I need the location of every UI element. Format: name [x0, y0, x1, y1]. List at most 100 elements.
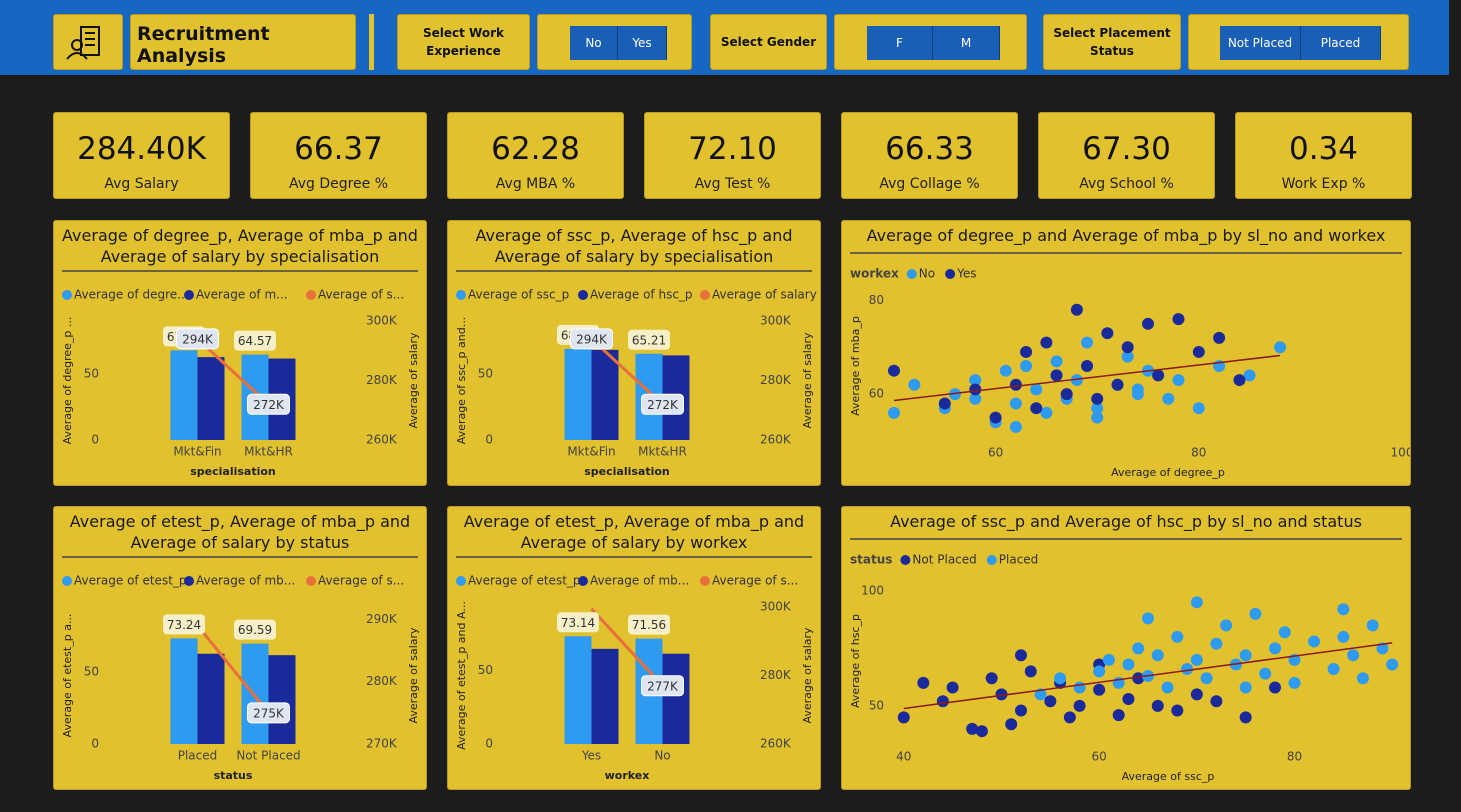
scatter-point [1269, 681, 1281, 694]
x-axis-title: status [214, 769, 253, 782]
scatter-point [946, 681, 959, 694]
data-label-text: 272K [253, 398, 285, 412]
kpi-card: 284.40K Avg Salary [53, 112, 230, 199]
chart-panel: Average of ssc_p Average of hsc_p Average … [447, 220, 821, 486]
y2-axis-title: Average of salary [407, 332, 420, 429]
scatter-point [1239, 649, 1252, 662]
scatter-point [1050, 355, 1063, 368]
data-label: 272K [641, 393, 684, 415]
scatter-point [1030, 383, 1043, 396]
scatter-point [1081, 360, 1094, 372]
y2-tick-label: 270K [366, 737, 398, 751]
slicer-button[interactable]: Not Placed [1220, 26, 1301, 60]
kpi-label: Avg MBA % [495, 176, 576, 192]
scatter-point [1190, 596, 1203, 609]
chart: Average of etest_p Average of mb... Averag… [61, 556, 420, 782]
legend-label: Average of salary [712, 288, 817, 302]
slicer-button[interactable]: F [867, 26, 933, 60]
data-label: 294K [176, 328, 219, 350]
x-axis-title: Average of ssc_p [1122, 770, 1215, 783]
bar [197, 357, 225, 440]
scatter-point [1102, 653, 1115, 666]
scatter-point [917, 676, 930, 689]
data-label-box [247, 393, 290, 415]
slicer-button[interactable]: No [570, 26, 618, 60]
legend-label: Average of degre... [74, 288, 189, 302]
scatter-point [1015, 704, 1027, 717]
kpi-card: 66.33 Avg Collage % [841, 112, 1018, 199]
scatter-point [1386, 658, 1399, 671]
scatter-point [1142, 612, 1154, 625]
bar [170, 638, 198, 744]
scatter-point [1111, 378, 1124, 391]
kpi-card: 62.28 Avg MBA % [447, 112, 624, 199]
legend-label: Average of s... [712, 574, 798, 588]
y-axis-title: Average of mba_p [849, 316, 862, 416]
scatter-point [1239, 681, 1252, 694]
scatter-point [1151, 699, 1164, 712]
chart-panel: workex No Yes 60 80 100 60 80 Average of degree_… [841, 220, 1411, 486]
legend-label: Average of m... [196, 288, 288, 302]
data-label: 65.21 [628, 329, 670, 350]
scatter-point [969, 383, 982, 396]
x-tick-label: 80 [1287, 750, 1302, 764]
scatter-point [1101, 327, 1114, 340]
legend-marker [456, 576, 466, 586]
scatter-point [1274, 341, 1287, 354]
legend-marker [700, 290, 710, 300]
scatter-point [1121, 350, 1134, 363]
legend-marker [62, 290, 72, 300]
y2-tick-label: 290K [366, 612, 398, 626]
scatter-point [1093, 665, 1106, 678]
slicer-button[interactable]: Placed [1301, 26, 1381, 60]
legend-label: Average of s... [318, 574, 404, 588]
kpi-card: 0.34 Work Exp % [1235, 112, 1412, 199]
scatter-point [1132, 672, 1145, 685]
scatter-point [1259, 667, 1272, 680]
divider [369, 14, 374, 70]
kpi-label: Avg Salary [104, 176, 179, 192]
x-tick-label: 40 [896, 750, 911, 764]
scatter-point [1161, 681, 1174, 694]
data-label-box [234, 330, 276, 351]
scatter-point [1024, 665, 1037, 678]
data-label-box [247, 702, 290, 724]
scatter-point [1181, 663, 1194, 676]
scatter-point [999, 364, 1012, 377]
scatter-point [1356, 672, 1369, 685]
kpi-label: Avg Degree % [288, 176, 389, 192]
scatter-point [938, 397, 951, 410]
data-label-box [557, 612, 599, 633]
x-axis-title: workex [605, 769, 650, 782]
scatter-point [1005, 718, 1018, 731]
scatter-point [1337, 630, 1350, 643]
scatter-point [1009, 378, 1022, 391]
scatter-point [1162, 392, 1175, 405]
slicer-button[interactable]: M [933, 26, 1000, 60]
trend-line [903, 642, 1393, 710]
scatter-point [897, 711, 910, 724]
scatter-point [1093, 683, 1106, 696]
bar [591, 648, 619, 744]
scatter-point [1040, 406, 1053, 419]
chart: Average of etest_p Average of mb... Averag… [455, 556, 814, 782]
chart-title: Average of ssc_p and Average of hsc_p by… [890, 512, 1362, 531]
kpi-label: Avg Collage % [879, 176, 980, 192]
slicer-box: No Yes [537, 14, 692, 70]
scatter-point [1034, 688, 1047, 701]
scatter-point [1121, 341, 1134, 354]
scatter-point [1063, 711, 1076, 724]
kpi-label: Avg Test % [694, 176, 771, 192]
legend-label: Average of mb... [196, 574, 295, 588]
slicer-button[interactable]: Yes [618, 26, 667, 60]
legend-label: Average of etest_p [468, 574, 581, 588]
x-tick-label: 100 [1391, 446, 1410, 460]
legend-label: Average of mb... [590, 574, 689, 588]
scatter-point [1040, 336, 1053, 349]
legend-marker [578, 290, 588, 300]
y2-tick-label: 300K [366, 314, 398, 328]
bar [170, 350, 198, 440]
data-label-box [176, 328, 219, 350]
data-label: 277K [641, 675, 684, 697]
legend-title: status [850, 553, 892, 567]
